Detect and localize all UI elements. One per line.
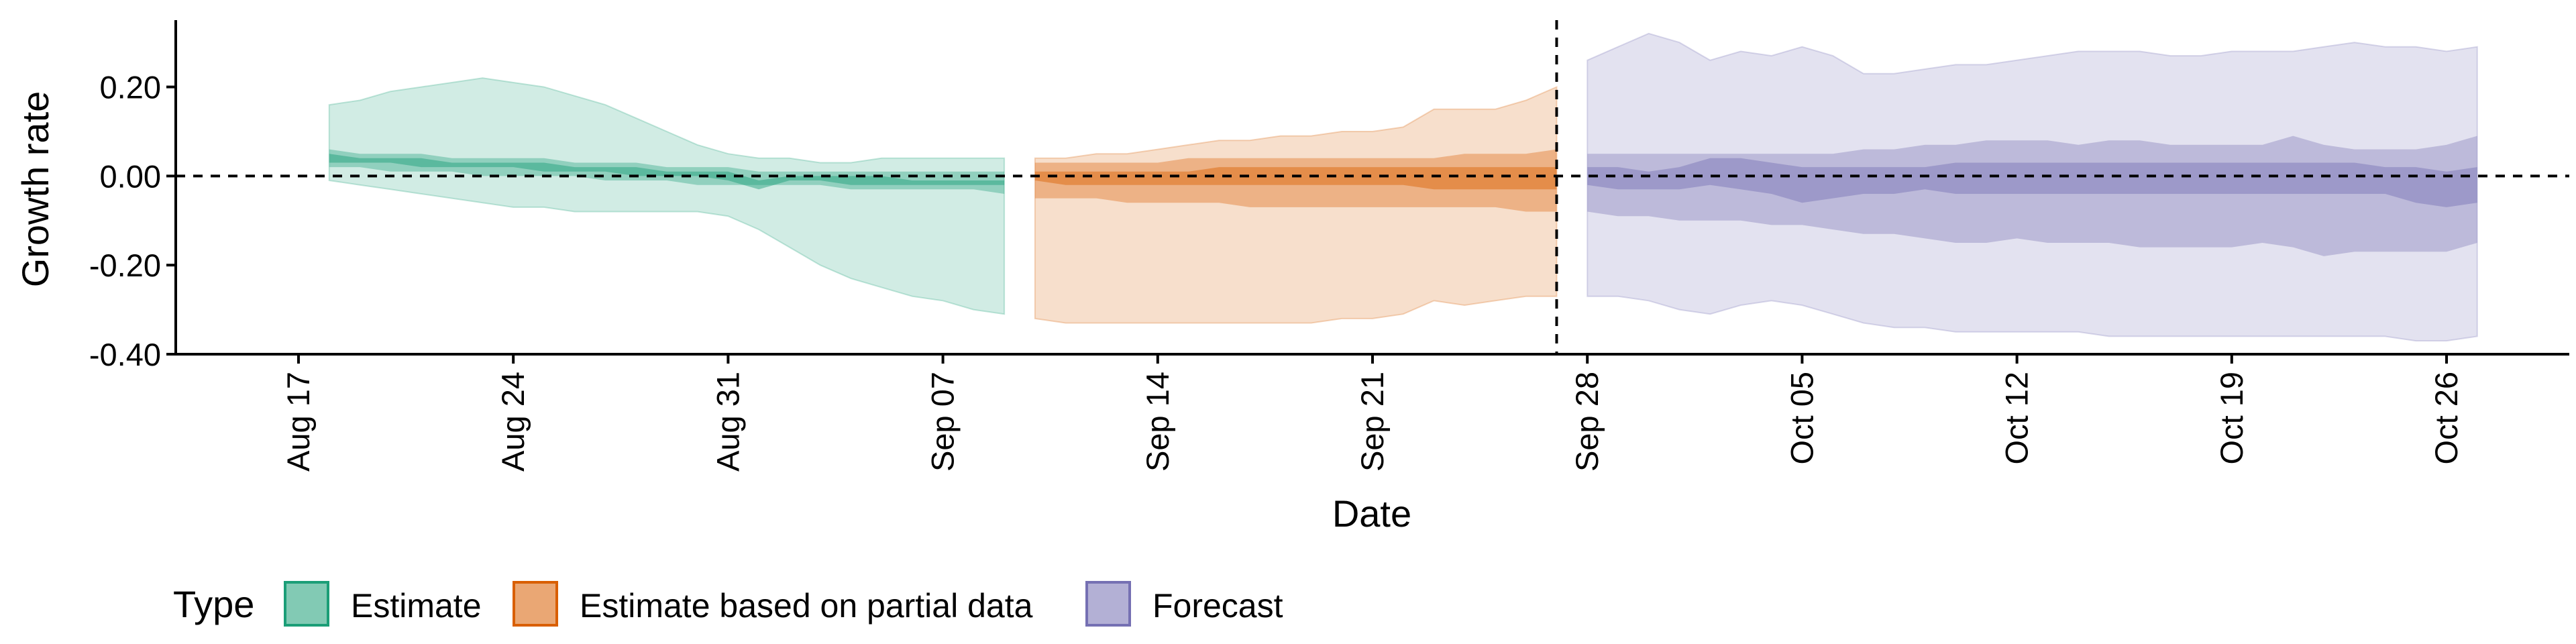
y-axis-title: Growth rate [14, 91, 56, 288]
estimate-based-on-partial-data-band-50 [1034, 149, 1557, 212]
y-tick-label: -0.40 [89, 337, 161, 372]
legend-title: Type [173, 583, 254, 625]
estimate-based-on-partial-data-band-20 [1034, 167, 1557, 190]
legend-key-forecast [1085, 581, 1131, 627]
estimate-band-20 [329, 154, 1005, 190]
legend-label-estimate-based-on-partial-data: Estimate based on partial data [580, 587, 1033, 625]
x-axis-title: Date [1332, 492, 1411, 535]
x-tick-label: Oct 26 [2428, 372, 2464, 464]
x-tick-label: Aug 31 [710, 372, 745, 472]
estimate-band-50 [329, 149, 1005, 194]
x-tick-label: Aug 24 [495, 372, 531, 472]
reference-lines [176, 20, 2569, 354]
x-tick-label: Oct 12 [1999, 372, 2035, 464]
legend-label-estimate: Estimate [351, 587, 482, 625]
x-tick-label: Aug 17 [280, 372, 316, 472]
y-tick-label: 0.20 [100, 70, 161, 105]
legend: Type Estimate Estimate based on partial d… [173, 581, 1283, 627]
legend-label-forecast: Forecast [1152, 587, 1283, 625]
forecast-band-20 [1587, 158, 2477, 207]
ribbon-layer [328, 32, 2478, 342]
estimate-band-90 [329, 78, 1005, 315]
y-tick-label: -0.20 [89, 248, 161, 283]
x-tick-label: Sep 21 [1354, 372, 1390, 472]
forecast-band-50 [1587, 136, 2477, 256]
x-tick-label: Sep 07 [925, 372, 961, 472]
legend-key-estimate-based-on-partial-data [513, 581, 558, 627]
legend-key-estimate [284, 581, 329, 627]
x-tick-label: Oct 05 [1784, 372, 1819, 464]
estimate-band-outline [328, 77, 1006, 315]
x-tick-label: Sep 14 [1140, 372, 1175, 472]
y-tick-label: 0.00 [100, 158, 161, 194]
forecast-band-outline [1587, 32, 2478, 342]
axes: 0.20 0.00 -0.20 -0.40 Aug 17 Aug 24 Aug 31 Sep … [89, 20, 2569, 472]
forecast-band-90 [1587, 33, 2477, 341]
x-tick-label: Sep 28 [1569, 372, 1605, 472]
estimate-based-on-partial-data-band-outline [1034, 86, 1558, 324]
x-tick-label: Oct 19 [2214, 372, 2249, 464]
estimate-based-on-partial-data-band-90 [1034, 87, 1557, 323]
